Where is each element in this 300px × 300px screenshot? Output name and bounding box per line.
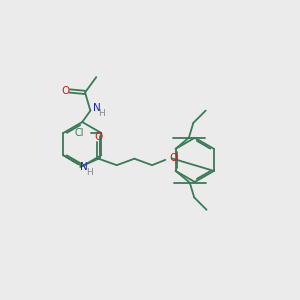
Text: N: N xyxy=(93,103,101,113)
Text: O: O xyxy=(61,86,70,96)
Text: H: H xyxy=(99,109,105,118)
Text: Cl: Cl xyxy=(74,128,84,138)
Text: N: N xyxy=(80,162,88,172)
Text: H: H xyxy=(86,168,93,177)
Text: O: O xyxy=(94,132,103,142)
Text: O: O xyxy=(169,153,178,163)
